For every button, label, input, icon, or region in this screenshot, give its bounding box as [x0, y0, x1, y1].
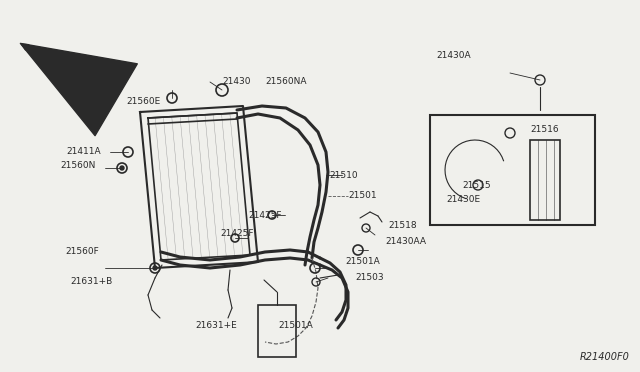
Text: 21425F: 21425F — [248, 211, 282, 219]
Text: 21430: 21430 — [222, 77, 250, 87]
Text: 21411A: 21411A — [66, 148, 100, 157]
Circle shape — [120, 166, 124, 170]
Text: R21400F0: R21400F0 — [580, 352, 630, 362]
Text: 21501A: 21501A — [345, 257, 380, 266]
Text: 21516: 21516 — [530, 125, 559, 135]
Text: 21560F: 21560F — [65, 247, 99, 257]
Text: 21518: 21518 — [388, 221, 417, 231]
Text: 21510: 21510 — [329, 170, 358, 180]
Text: 21503: 21503 — [355, 273, 383, 282]
Text: 21560N: 21560N — [60, 160, 95, 170]
Text: 21631+E: 21631+E — [195, 321, 237, 330]
Text: 21501A: 21501A — [278, 321, 313, 330]
Text: 21430E: 21430E — [446, 196, 480, 205]
Text: 21430AA: 21430AA — [385, 237, 426, 247]
Text: 21425F: 21425F — [220, 228, 253, 237]
Text: 21560NA: 21560NA — [265, 77, 307, 87]
Bar — [530, 140, 560, 220]
Text: 21560E: 21560E — [126, 97, 160, 106]
Text: 21515: 21515 — [462, 180, 491, 189]
Text: FRONT: FRONT — [55, 77, 88, 87]
Text: 21501: 21501 — [348, 192, 376, 201]
Bar — [430, 115, 595, 225]
Text: 21430A: 21430A — [436, 51, 470, 60]
Bar — [258, 305, 296, 357]
Text: 21631+B: 21631+B — [70, 278, 112, 286]
Circle shape — [153, 266, 157, 270]
